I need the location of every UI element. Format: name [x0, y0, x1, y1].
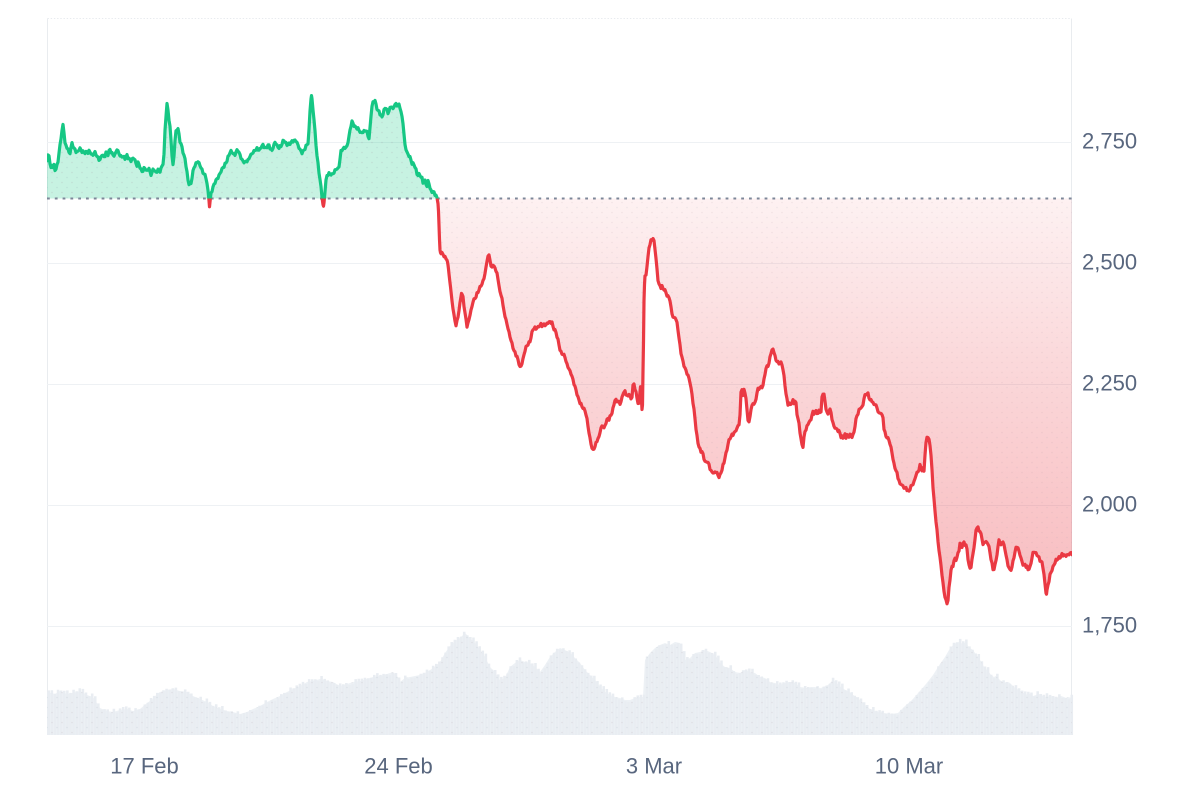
svg-text:2,750: 2,750 [1082, 129, 1137, 154]
svg-text:1,750: 1,750 [1082, 613, 1137, 638]
svg-text:24 Feb: 24 Feb [364, 754, 433, 779]
svg-text:2,000: 2,000 [1082, 492, 1137, 517]
svg-text:3 Mar: 3 Mar [626, 754, 682, 779]
svg-text:17 Feb: 17 Feb [110, 754, 179, 779]
svg-text:10 Mar: 10 Mar [875, 754, 943, 779]
svg-text:2,500: 2,500 [1082, 250, 1137, 275]
svg-text:2,250: 2,250 [1082, 371, 1137, 396]
